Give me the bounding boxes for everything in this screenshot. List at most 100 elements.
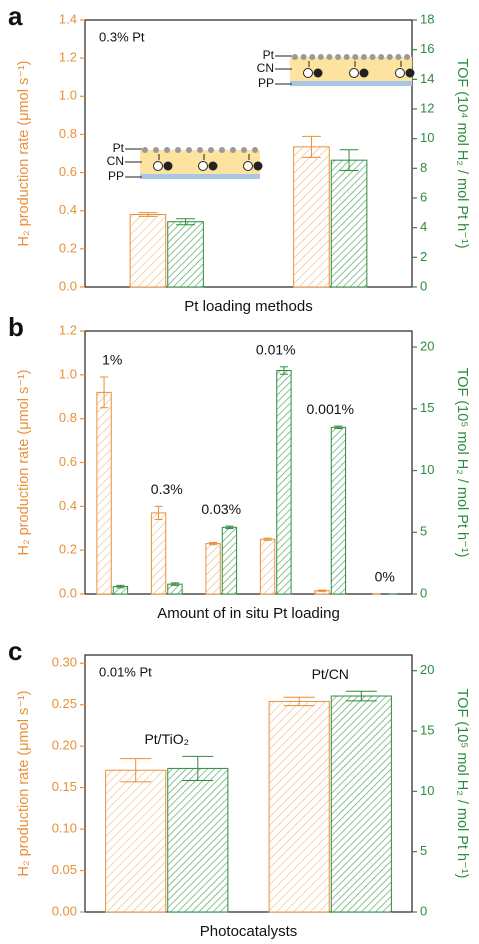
inset-hole bbox=[198, 161, 208, 171]
inset-label: CN bbox=[257, 61, 274, 75]
y2-tick-label: 8 bbox=[420, 160, 427, 175]
error-bar bbox=[208, 541, 218, 546]
x-axis-label: Amount of in situ Pt loading bbox=[157, 605, 340, 622]
y2-tick-label: 0 bbox=[420, 903, 427, 918]
y2-tick-label: 5 bbox=[420, 524, 427, 539]
bar bbox=[268, 700, 330, 913]
y-tick-label: 0.30 bbox=[52, 655, 77, 670]
inset-electron bbox=[313, 68, 323, 78]
y2-tick-label: 10 bbox=[420, 462, 434, 477]
panel-letter: b bbox=[8, 312, 24, 342]
inset-electron bbox=[405, 68, 415, 78]
y-tick-label: 1.2 bbox=[59, 322, 77, 337]
y-tick-label: 1.0 bbox=[59, 366, 77, 381]
y2-tick-label: 12 bbox=[420, 100, 434, 115]
inset-pt-dot bbox=[186, 147, 192, 153]
inset-pt-dot bbox=[404, 54, 410, 60]
inset-pt-dot bbox=[326, 54, 333, 60]
y-tick-label: 0.6 bbox=[59, 164, 77, 179]
error-bar bbox=[154, 505, 163, 520]
x-axis-label: Photocatalysts bbox=[200, 923, 298, 940]
bar bbox=[330, 695, 392, 913]
y-tick-label: 0.2 bbox=[59, 240, 77, 255]
y-tick-label: 0.20 bbox=[52, 738, 77, 753]
error-bar bbox=[317, 589, 327, 592]
bar bbox=[293, 146, 330, 288]
y2-tick-label: 5 bbox=[420, 843, 427, 858]
inset-hole bbox=[303, 68, 313, 78]
bar bbox=[330, 426, 347, 595]
inset-pt-dot bbox=[386, 54, 393, 60]
inset-label: CN bbox=[107, 154, 124, 168]
y-axis-label: H₂ production rate (μmol s⁻¹) bbox=[16, 690, 32, 876]
bar bbox=[259, 538, 276, 595]
panel: c 0.01% Pt 0.00 0.05 0.10 0.15 0.20 0.25 0.30 0 5 1… bbox=[8, 636, 470, 940]
panel: b 0.0 0.2 0.4 0.6 0.8 1.0 1.2 0 5 10 15 20 H₂ product… bbox=[8, 312, 470, 622]
inset-pt-dot bbox=[208, 147, 214, 153]
y2-tick-label: 20 bbox=[420, 338, 434, 353]
plot-frame bbox=[84, 19, 413, 288]
y-tick-label: 1.2 bbox=[59, 50, 77, 65]
error-bar bbox=[138, 212, 158, 217]
inset-electron bbox=[163, 161, 173, 171]
inset-pt-dot bbox=[369, 54, 376, 60]
category-label: 0.03% bbox=[201, 501, 241, 517]
error-bar bbox=[99, 376, 109, 409]
annotation: 0.01% Pt bbox=[99, 664, 152, 679]
inset-hole bbox=[395, 68, 405, 78]
error-bar bbox=[116, 584, 125, 589]
bar bbox=[221, 526, 238, 595]
bar bbox=[167, 767, 229, 913]
y2-axis-label: TOF (10⁵ mol H₂ / mol Pt h⁻¹) bbox=[454, 368, 470, 558]
inset-pt-dot bbox=[252, 147, 258, 153]
y-tick-label: 1.0 bbox=[59, 88, 77, 103]
inset-pt-dot bbox=[317, 54, 324, 60]
inset-label: PP bbox=[108, 169, 124, 183]
y-tick-label: 0.0 bbox=[59, 278, 77, 293]
y2-tick-label: 10 bbox=[420, 130, 434, 145]
inset-electron bbox=[359, 68, 369, 78]
error-bar bbox=[182, 755, 214, 781]
y2-tick-label: 10 bbox=[420, 783, 434, 798]
y-tick-label: 1.4 bbox=[59, 11, 77, 26]
bar bbox=[150, 512, 167, 595]
y2-tick-label: 15 bbox=[420, 400, 434, 415]
y2-tick-label: 4 bbox=[420, 219, 427, 234]
y-tick-label: 0.8 bbox=[59, 410, 77, 425]
y2-tick-label: 18 bbox=[420, 11, 434, 26]
inset-hole bbox=[349, 68, 359, 78]
inset-pt-dot bbox=[241, 147, 247, 153]
y-tick-label: 0.0 bbox=[59, 585, 77, 600]
inset-pt-dot bbox=[378, 54, 385, 60]
y-axis-label: H₂ production rate (μmol s⁻¹) bbox=[16, 369, 32, 555]
y-tick-label: 0.2 bbox=[59, 542, 77, 557]
y2-tick-label: 20 bbox=[420, 662, 434, 677]
y-tick-label: 0.4 bbox=[59, 202, 77, 217]
error-bar bbox=[339, 149, 359, 172]
inset-pt-dot bbox=[335, 54, 342, 60]
y-tick-label: 0.8 bbox=[59, 126, 77, 141]
bar bbox=[105, 769, 167, 913]
plot-frame bbox=[84, 330, 413, 595]
y2-axis-label: TOF (10⁵ mol H₂ / mol Pt h⁻¹) bbox=[454, 689, 470, 879]
panel-letter: c bbox=[8, 636, 22, 666]
panel-letter: a bbox=[8, 1, 23, 31]
inset-pt-dot bbox=[395, 54, 402, 60]
annotation: 0.3% Pt bbox=[99, 29, 145, 44]
bar bbox=[205, 543, 221, 595]
y2-tick-label: 14 bbox=[420, 71, 434, 86]
inset-electron bbox=[253, 161, 263, 171]
y-tick-label: 0.6 bbox=[59, 454, 77, 469]
error-bar bbox=[176, 218, 195, 226]
inset-pt-dot bbox=[230, 147, 236, 153]
bar bbox=[129, 214, 167, 288]
bar bbox=[276, 370, 292, 595]
y2-tick-label: 0 bbox=[420, 278, 427, 293]
y-tick-label: 0.15 bbox=[52, 779, 77, 794]
bar bbox=[167, 221, 204, 288]
inset-pt-dot bbox=[309, 54, 316, 60]
error-bar bbox=[279, 366, 289, 375]
error-bar bbox=[120, 758, 152, 783]
y2-tick-label: 2 bbox=[420, 249, 427, 264]
